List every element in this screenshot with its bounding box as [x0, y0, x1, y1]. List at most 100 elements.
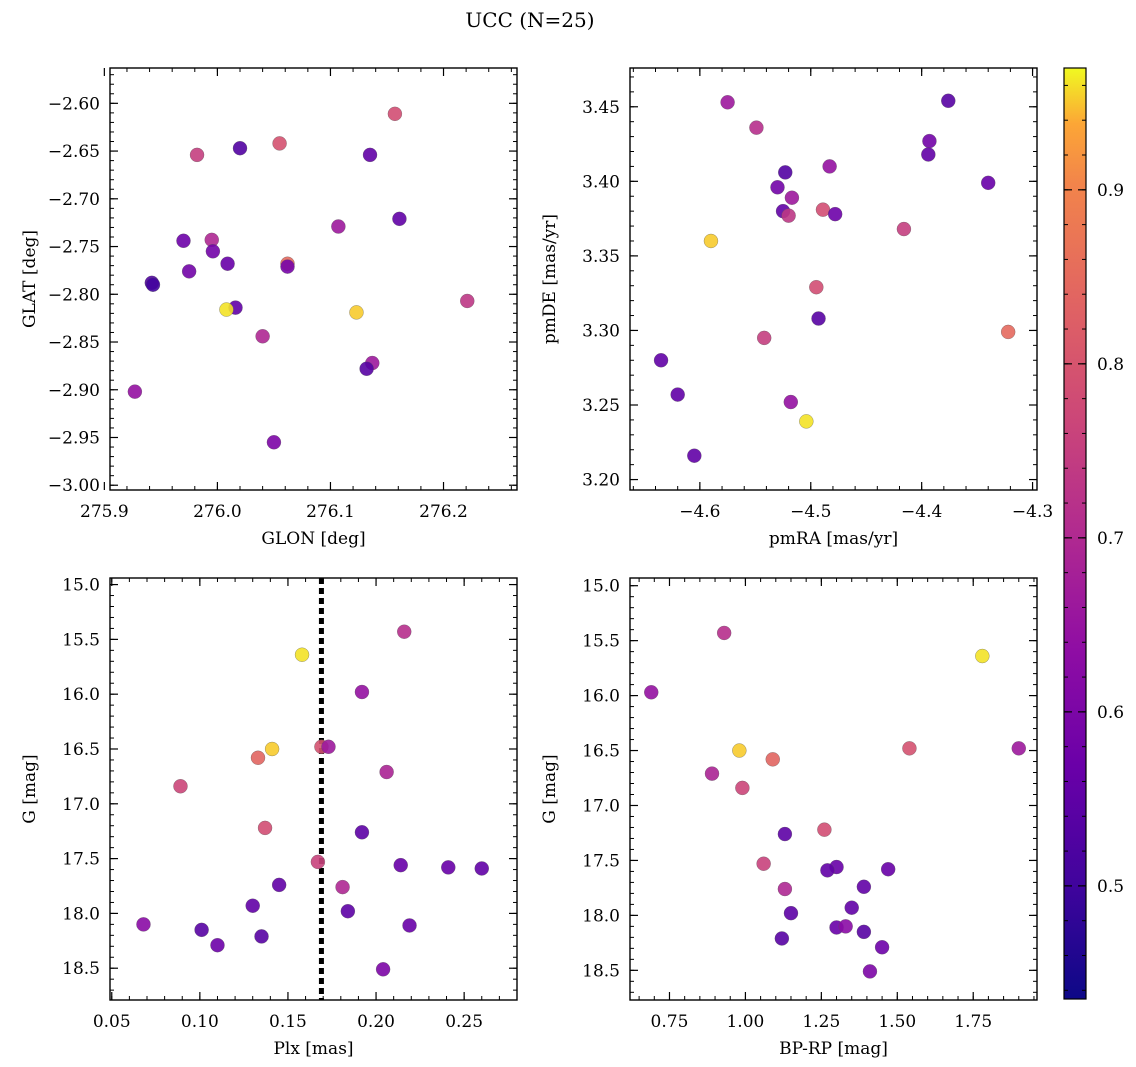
x-tick-label: 276.1 — [306, 502, 355, 522]
x-tick-label: 0.20 — [357, 1012, 395, 1032]
y-tick-label: 17.0 — [62, 795, 100, 815]
scatter-point — [220, 256, 235, 271]
scatter-point — [756, 856, 771, 871]
scatter-point — [896, 221, 912, 237]
y-tick-label: −2.80 — [48, 285, 100, 305]
x-tick-label: 1.75 — [954, 1012, 992, 1032]
scatter-point — [205, 244, 221, 259]
scatter-point — [362, 147, 378, 163]
y-axis-label: pmDE [mas/yr] — [540, 214, 560, 344]
scatter-point — [173, 779, 188, 794]
scatter-point — [756, 330, 772, 346]
scatter-point — [340, 903, 356, 919]
scatter-point — [176, 233, 191, 249]
scatter-point — [941, 93, 956, 109]
y-tick-label: 17.5 — [62, 850, 100, 870]
scatter-point — [783, 905, 799, 921]
x-tick-label: 276.0 — [193, 502, 242, 522]
scatter-point — [210, 937, 225, 953]
y-tick-label: 18.0 — [62, 904, 100, 924]
scatter-point — [321, 739, 336, 755]
y-tick-label: 15.0 — [582, 577, 620, 597]
x-tick-label: 1.00 — [726, 1012, 764, 1032]
y-tick-label: 16.5 — [62, 740, 100, 760]
scatter-point — [781, 208, 796, 223]
plot-frame — [629, 67, 1038, 491]
scatter-point — [375, 962, 391, 977]
y-tick-label: −2.85 — [48, 333, 100, 353]
scatter-point — [474, 861, 490, 876]
x-axis-label: GLON [deg] — [261, 529, 365, 549]
y-tick-label: 17.5 — [582, 851, 620, 871]
colorbar-tick-label: 0.9 — [1097, 181, 1124, 201]
x-tick-label: −4.5 — [790, 502, 831, 522]
scatter-point — [822, 159, 837, 174]
y-tick-label: 3.40 — [582, 172, 620, 192]
y-tick-label: −2.90 — [48, 381, 100, 401]
y-tick-label: 16.0 — [582, 687, 620, 707]
scatter-point — [670, 387, 685, 402]
x-tick-label: −4.3 — [1012, 502, 1053, 522]
scatter-point — [838, 919, 853, 934]
x-axis-label: BP-RP [mag] — [779, 1039, 888, 1059]
scatter-point — [271, 877, 287, 893]
y-axis-label: G [mag] — [20, 754, 40, 823]
scatter-point — [1011, 741, 1027, 756]
scatter-point — [255, 329, 270, 344]
colorbar-tick-label: 0.8 — [1097, 355, 1124, 375]
x-tick-label: 1.50 — [878, 1012, 916, 1032]
y-tick-label: 3.35 — [582, 247, 620, 267]
y-tick-label: −3.00 — [48, 476, 100, 496]
figure-title: UCC (N=25) — [465, 8, 594, 32]
x-axis-label: pmRA [mas/yr] — [769, 529, 898, 549]
scatter-point — [922, 133, 937, 149]
x-tick-label: 276.2 — [419, 502, 468, 522]
scatter-point — [856, 879, 872, 895]
scatter-point — [257, 820, 273, 836]
panel-plx-g: 0.05 0.10 0.15 0.20 0.25 15.0 15.5 16.0 16.5 17.0… — [20, 576, 518, 1059]
scatter-point — [720, 95, 735, 110]
scatter-point — [880, 861, 896, 877]
scatter-point — [359, 361, 374, 376]
scatter-point — [245, 898, 260, 913]
colorbar-gradient — [1063, 67, 1087, 1000]
y-tick-label: 18.5 — [62, 959, 100, 979]
plot-frame — [109, 577, 518, 1001]
scatter-point — [687, 448, 702, 463]
scatter-point — [441, 860, 456, 875]
scatter-point — [784, 190, 800, 205]
scatter-point — [774, 931, 790, 946]
y-tick-label: 3.30 — [582, 321, 620, 341]
x-tick-label: 0.15 — [269, 1012, 307, 1032]
y-tick-label: 3.45 — [582, 98, 620, 118]
colorbar-tick-label: 0.5 — [1097, 877, 1124, 897]
scatter-point — [856, 924, 872, 940]
scatter-point — [194, 922, 209, 938]
scatter-point — [219, 302, 234, 317]
y-tick-label: 15.5 — [582, 632, 620, 652]
scatter-point — [402, 918, 417, 933]
y-tick-label: 16.5 — [582, 742, 620, 762]
scatter-point — [799, 414, 814, 429]
scatter-point — [735, 780, 750, 796]
scatter-point — [181, 264, 197, 279]
y-tick-label: −2.95 — [48, 428, 100, 448]
scatter-point — [815, 202, 831, 217]
x-tick-label: 0.25 — [445, 1012, 483, 1032]
scatter-point — [809, 279, 824, 295]
scatter-point — [749, 120, 764, 135]
scatter-point — [732, 743, 747, 758]
scatter-point — [902, 741, 917, 756]
y-tick-label: 18.5 — [582, 961, 620, 981]
scatter-point — [272, 136, 287, 151]
y-tick-label: −2.70 — [48, 190, 100, 210]
colorbar-tick-label: 0.7 — [1097, 529, 1124, 549]
scatter-point — [250, 750, 266, 766]
y-tick-label: −2.60 — [48, 94, 100, 114]
scatter-point — [783, 394, 799, 410]
panel-glon-glat: 275.9 276.0 276.1 276.2 −2.60 −2.65 −2.70 −2.75… — [20, 67, 518, 549]
scatter-point — [396, 624, 412, 639]
panel-bprp-g: 0.75 1.00 1.25 1.50 1.75 15.0 15.5 16.0 16.5 17.0… — [540, 577, 1038, 1059]
y-tick-label: 3.25 — [582, 396, 620, 416]
plot-frame — [109, 67, 518, 491]
